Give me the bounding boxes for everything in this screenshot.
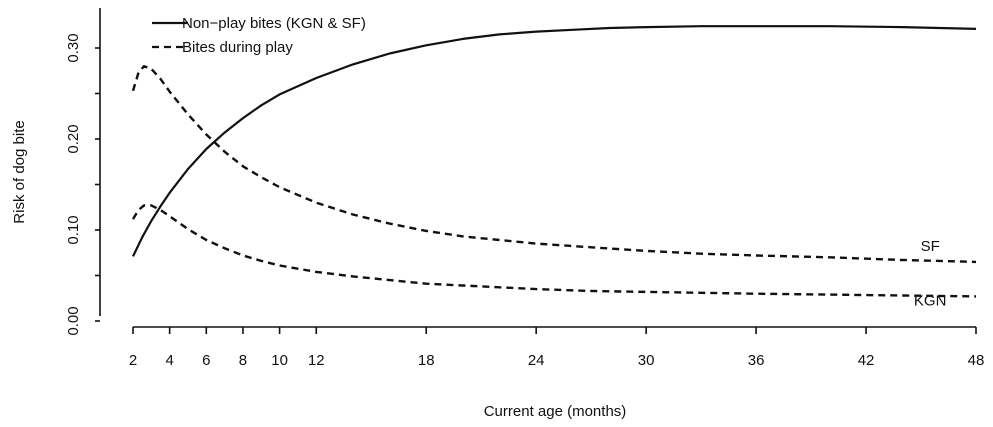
series-line-3 (131, 204, 977, 298)
y-axis-label: Risk of dog bite (11, 120, 28, 223)
x-axis: 2 4 6 8 10 12 18 24 30 36 42 48 (129, 326, 985, 369)
x-tick-label: 18 (418, 352, 435, 369)
x-axis-label: Current age (months) (484, 403, 627, 420)
curve-annotation: SF (921, 238, 940, 255)
x-tick-label: 6 (202, 352, 210, 369)
legend-label: Non−play bites (KGN & SF) (182, 15, 366, 32)
y-tick-label: 0.30 (65, 33, 82, 62)
x-tick-label: 8 (239, 352, 247, 369)
x-tick-label: 12 (308, 352, 325, 369)
series-line-1 (132, 25, 977, 257)
series-line-2 (131, 64, 977, 264)
y-tick-label: 0.00 (65, 306, 82, 335)
legend-label: Bites during play (182, 39, 293, 56)
x-tick-label: 2 (129, 352, 137, 369)
x-tick-label: 10 (271, 352, 288, 369)
series-layer (131, 25, 977, 298)
legend: Non−play bites (KGN & SF) Bites during pl… (152, 15, 366, 56)
y-axis: 0.00 0.10 0.20 0.30 (65, 8, 101, 336)
x-tick-label: 30 (638, 352, 655, 369)
x-tick-label: 48 (968, 352, 985, 369)
y-tick-label: 0.10 (65, 215, 82, 244)
y-tick-label: 0.20 (65, 124, 82, 153)
x-tick-label: 24 (528, 352, 545, 369)
annotations: SF KGN (914, 238, 947, 310)
x-tick-label: 42 (858, 352, 875, 369)
x-tick-label: 36 (748, 352, 765, 369)
x-tick-label: 4 (165, 352, 173, 369)
curve-annotation: KGN (914, 293, 947, 310)
